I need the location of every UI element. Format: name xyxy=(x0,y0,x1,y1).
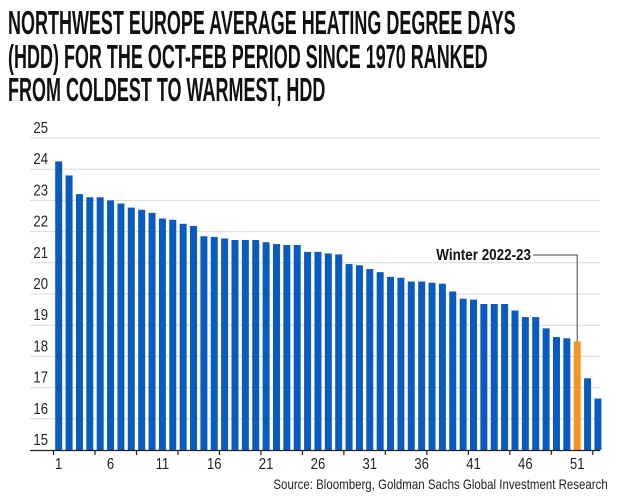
bar xyxy=(272,244,280,450)
bar xyxy=(387,276,395,450)
bar xyxy=(594,398,602,450)
x-tick-label: 51 xyxy=(570,456,585,470)
bar xyxy=(314,251,322,450)
y-tick-label: 20 xyxy=(33,276,48,293)
y-axis-ticks: 15 16 17 18 19 20 21 22 23 24 25 xyxy=(33,120,48,449)
x-tick-label: 36 xyxy=(414,456,429,470)
y-tick-label: 23 xyxy=(33,182,48,199)
bar xyxy=(470,299,477,450)
bar xyxy=(75,194,83,450)
bar xyxy=(304,251,312,450)
y-tick-label: 18 xyxy=(33,338,48,355)
y-tick-label: 21 xyxy=(33,245,48,262)
chart-title: NORTHWEST EUROPE AVERAGE HEATING DEGREE … xyxy=(8,6,608,107)
bar xyxy=(158,218,166,450)
bar xyxy=(86,197,94,450)
bar xyxy=(552,337,560,450)
bar xyxy=(221,238,229,450)
y-tick-label: 19 xyxy=(33,307,48,324)
bar xyxy=(241,240,249,450)
bar xyxy=(283,245,291,450)
bar xyxy=(366,269,374,450)
y-tick-label: 17 xyxy=(33,369,48,386)
bar xyxy=(200,236,208,450)
x-axis: 1 6 11 16 21 26 31 36 41 46 51 xyxy=(30,449,600,470)
bar xyxy=(96,197,104,450)
bar xyxy=(490,303,498,450)
x-tick-label: 1 xyxy=(55,456,62,470)
bar xyxy=(210,236,218,450)
y-tick-label: 15 xyxy=(33,432,48,449)
x-tick-label: 21 xyxy=(259,456,274,470)
bar xyxy=(148,212,156,450)
bar xyxy=(438,283,446,450)
title-line-3: FROM COLDEST TO WARMEST, HDD xyxy=(8,71,326,108)
bar xyxy=(117,203,125,450)
x-tick-label: 31 xyxy=(363,456,378,470)
bar xyxy=(511,310,519,450)
bar xyxy=(127,207,135,450)
bar xyxy=(418,281,426,450)
bar xyxy=(262,242,270,450)
title-line-2: (HDD) FOR THE OCT-FEB PERIOD SINCE 1970 … xyxy=(8,37,488,75)
bar xyxy=(169,219,177,450)
x-tick-label: 41 xyxy=(466,456,481,470)
bar xyxy=(190,225,198,450)
annotation: Winter 2022-23 xyxy=(436,247,578,342)
bar xyxy=(107,200,115,450)
x-tick-label: 26 xyxy=(311,456,326,470)
bar xyxy=(355,265,363,450)
bar xyxy=(65,175,73,450)
bar xyxy=(252,240,260,450)
bar xyxy=(584,378,592,450)
bar xyxy=(480,303,488,450)
x-tick-label: 16 xyxy=(207,456,222,470)
bar xyxy=(324,253,332,450)
bar xyxy=(335,254,343,450)
y-tick-label: 24 xyxy=(33,151,48,168)
bar xyxy=(138,209,146,450)
bar xyxy=(179,223,187,450)
bars xyxy=(55,161,602,450)
x-tick-label: 11 xyxy=(156,456,170,470)
y-tick-label: 16 xyxy=(33,401,48,418)
bar xyxy=(345,264,353,450)
bar xyxy=(293,245,301,450)
annotation-leader-line xyxy=(533,254,578,342)
bar xyxy=(532,317,540,450)
bar xyxy=(563,338,571,450)
bar xyxy=(501,303,509,450)
bar xyxy=(542,328,550,450)
y-tick-label: 25 xyxy=(33,120,48,137)
bar xyxy=(376,272,384,450)
annotation-label: Winter 2022-23 xyxy=(436,247,531,264)
bar xyxy=(449,291,457,450)
bar xyxy=(397,277,405,450)
title-line-1: NORTHWEST EUROPE AVERAGE HEATING DEGREE … xyxy=(8,4,516,41)
bar xyxy=(55,161,63,450)
bar xyxy=(231,240,239,450)
bar xyxy=(428,282,436,450)
bar-highlighted xyxy=(573,341,581,450)
y-tick-label: 22 xyxy=(33,213,48,230)
bar xyxy=(459,298,467,450)
source-note: Source: Bloomberg, Goldman Sachs Global … xyxy=(273,476,608,492)
bar xyxy=(407,281,415,450)
x-tick-label: 46 xyxy=(518,456,533,470)
x-tick-label: 6 xyxy=(107,456,114,470)
bar xyxy=(521,317,529,450)
